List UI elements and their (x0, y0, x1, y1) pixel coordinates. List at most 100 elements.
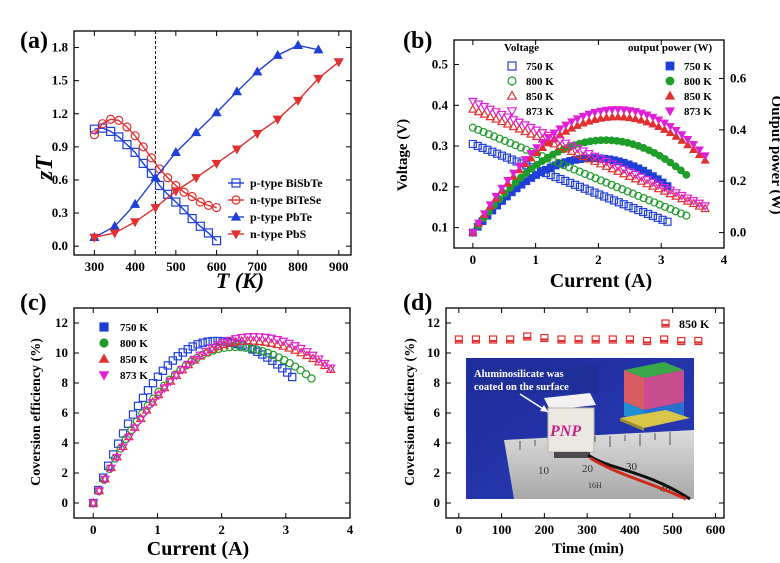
panel-b-power-point (683, 140, 693, 149)
panel-b-power-point (671, 162, 680, 171)
panel-c-series-3 (88, 333, 336, 509)
panel-a-data-point (138, 142, 148, 152)
panel-b-power-point (474, 219, 484, 228)
panel-a-data-point (97, 119, 108, 129)
panel-a-data-point (191, 174, 202, 184)
panel-b-voltage-point (580, 169, 590, 178)
panel-b-voltage-point (665, 188, 676, 198)
panel-b-voltage-point (639, 193, 648, 203)
panel-c-ytick-label: 6 (62, 405, 69, 420)
panel-b-voltage-point (479, 109, 490, 118)
panel-d-xtick-label: 500 (663, 522, 683, 537)
panel-c-data-point (201, 347, 212, 357)
panel-c-data-point (148, 379, 158, 388)
panel-a-xtick-label: 600 (207, 259, 227, 274)
panel-b-xtick-label: 2 (595, 252, 602, 267)
panel-c-data-point (106, 464, 117, 474)
panel-c-xtick-label: 4 (347, 522, 354, 537)
panel-b-voltage-point (575, 167, 584, 176)
panel-c-data-point (153, 372, 163, 381)
panel-b-voltage-point (497, 151, 507, 160)
panel-a-data-point (292, 39, 304, 49)
panel-a-data-point (130, 131, 140, 141)
panel-a-xtick-label: 400 (125, 259, 145, 274)
panel-a-data-point (211, 159, 222, 169)
annotation-line-1: Aluminosilicate was (474, 369, 564, 380)
panel-b-power-point (683, 135, 693, 145)
panel-b-voltage-point (694, 201, 705, 210)
panel-d-ytick-label: 2 (434, 465, 441, 480)
panel-b-power-point (677, 166, 685, 175)
panel-c-data-point (258, 350, 267, 359)
panel-c-data-point (247, 344, 256, 353)
panel-b-voltage-point (628, 189, 638, 198)
panel-d-data-point (694, 336, 703, 346)
panel-b-power-point (666, 158, 675, 167)
panel-c-frame (73, 307, 351, 519)
panel-c-legend-label: 873 K (120, 370, 148, 382)
panel-a-data-point (203, 200, 214, 210)
panel-d-xtick-label: 600 (706, 522, 726, 537)
panel-c-data-point (272, 339, 283, 349)
panel-b-voltage-point (607, 163, 618, 173)
panel-c-data-point (165, 375, 176, 385)
panel-b-power-point (613, 112, 623, 121)
panel-b-voltage-point (556, 174, 565, 184)
panel-a-data-point (154, 180, 165, 191)
panel-d-legend-label: 850 K (679, 317, 710, 331)
panel-d-data-point (488, 335, 498, 344)
panel-c-data-point (94, 485, 105, 495)
panel-b-voltage-point (642, 178, 652, 188)
panel-b-voltage-point (682, 211, 691, 220)
panel-b-power-point (677, 131, 687, 140)
panel-a-legend-label: p-type BiSbTe (250, 176, 323, 190)
panel-b-voltage-point (618, 185, 627, 194)
panel-b-legend-title-power: output power (W) (628, 42, 712, 54)
panel-b-voltage-point (490, 132, 499, 141)
panel-d-data-point (540, 333, 549, 343)
panel-a-zt-chart: (a) zT T (K) (20, 28, 264, 293)
panel-c-data-point (147, 399, 158, 408)
panel-c-data-point (307, 353, 318, 363)
panel-b-xlabel: Current (A) (550, 270, 652, 292)
panel-b-voltage-point (566, 178, 575, 187)
panel-a-legend-label: p-type PbTe (250, 210, 313, 224)
panel-b-voltage-point (590, 188, 599, 197)
panel-b-power-point (654, 121, 664, 130)
panel-a-xlabel: T (K) (216, 268, 264, 293)
panel-b-y2label: Output power (W) (768, 96, 780, 215)
panel-b-voltage-point (624, 171, 635, 180)
panel-d-xtick-label: 0 (456, 522, 463, 537)
panel-b-voltage-point (595, 158, 606, 168)
panel-b-legend-label: 800 K (526, 76, 554, 88)
panel-a-data-point (171, 197, 181, 207)
panel-b-voltage-point (653, 183, 664, 193)
panel-c-data-point (230, 335, 241, 344)
panel-a-data-point (122, 122, 132, 132)
panel-b-power-point (543, 134, 553, 143)
panel-c-data-point (149, 394, 158, 403)
panel-b-voltage-point (495, 134, 504, 143)
module-base (554, 452, 590, 458)
panel-d-axes: 0 100 200 300 400 500 600 0 2 4 6 8 10 12 (427, 307, 726, 537)
panel-b-xtick-label: 0 (470, 252, 477, 267)
panel-c-data-point (147, 396, 158, 406)
panel-c-data-point (171, 371, 182, 381)
panel-c-data-point (290, 344, 301, 354)
panel-b-ytick-label: 0.2 (432, 179, 448, 194)
panel-b-voltage-point (500, 136, 509, 145)
panel-b-power-point (659, 124, 670, 133)
panel-c-data-point (106, 462, 117, 472)
panel-c-data-point (278, 337, 289, 347)
panel-b-power-point (543, 138, 553, 147)
panel-c-data-point (112, 451, 122, 461)
panel-b-voltage-point (600, 192, 609, 201)
panel-c-data-point (302, 350, 312, 360)
panel-a-data-point (333, 58, 344, 68)
panel-b-power-point (584, 110, 594, 119)
panel-b-voltage-point (554, 158, 563, 167)
panel-b-voltage-point (623, 187, 632, 196)
panel-a-data-point (231, 86, 243, 96)
panel-d-ylabel: Coversion efficiency (%) (403, 338, 418, 486)
panel-c-data-point (141, 407, 152, 416)
